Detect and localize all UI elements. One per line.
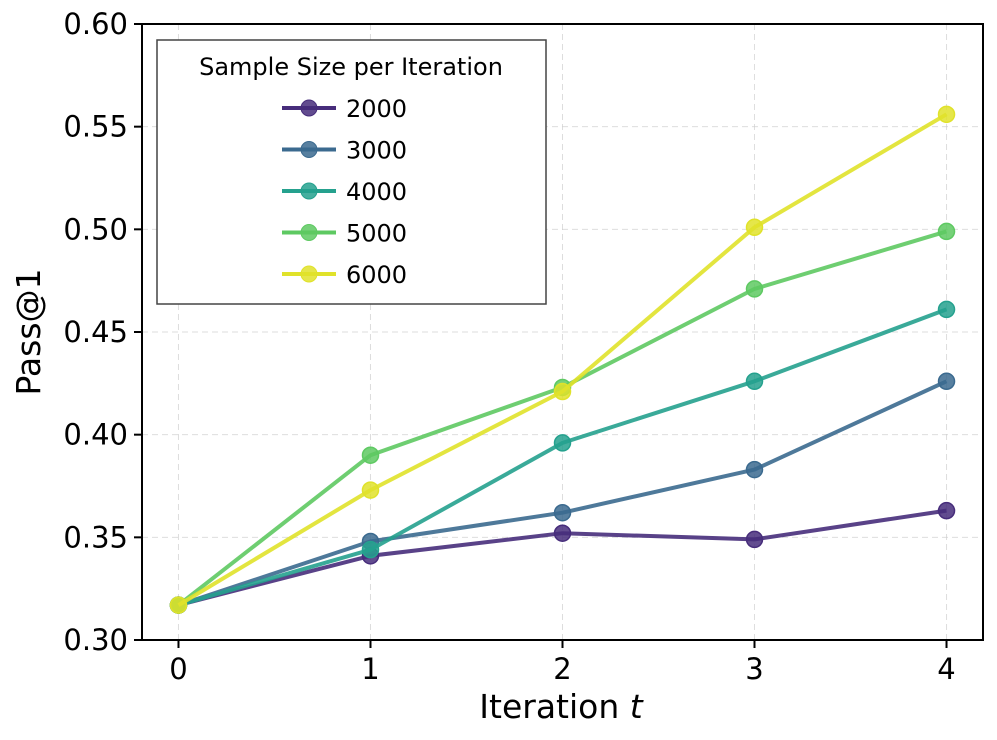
data-point: [169, 596, 188, 614]
x-tick-label: 4: [937, 652, 955, 686]
y-tick-label: 0.55: [63, 110, 128, 144]
y-tick-label: 0.30: [63, 623, 128, 657]
series-6000: [169, 105, 956, 614]
legend-title: Sample Size per Iteration: [199, 53, 503, 81]
x-tick-label: 3: [745, 652, 763, 686]
data-point: [553, 524, 572, 542]
legend-entry-6000: 6000: [282, 261, 407, 289]
legend-label: 6000: [346, 261, 407, 289]
legend-label: 5000: [346, 220, 407, 248]
y-tick-label: 0.60: [63, 7, 128, 41]
legend: Sample Size per Iteration 2000 3000 4000 50…: [156, 39, 547, 305]
y-tick-label: 0.45: [63, 315, 128, 349]
data-point: [745, 372, 764, 391]
x-tick-label: 0: [169, 652, 187, 686]
data-point: [361, 481, 380, 499]
data-point: [745, 460, 764, 479]
legend-entry-5000: 5000: [282, 220, 407, 248]
y-axis-ticks: 0.30 0.35 0.40 0.45 0.50 0.55 0.60: [63, 7, 142, 657]
data-point: [745, 280, 764, 298]
x-axis-ticks: 0 1 2 3 4: [169, 640, 956, 686]
legend-label: 2000: [346, 95, 407, 123]
legend-marker: [300, 265, 318, 283]
legend-label: 3000: [346, 137, 407, 165]
legend-entry-2000: 2000: [282, 95, 407, 123]
legend-entry-4000: 4000: [282, 178, 407, 206]
data-point: [937, 501, 956, 520]
data-point: [937, 372, 956, 391]
x-tick-label: 2: [553, 652, 571, 686]
data-point: [937, 300, 956, 319]
data-point: [937, 222, 956, 241]
legend-entry-3000: 3000: [282, 137, 407, 165]
x-tick-label: 1: [361, 652, 379, 686]
data-point: [745, 530, 764, 549]
y-tick-label: 0.50: [63, 212, 128, 246]
legend-box: [156, 39, 547, 305]
data-point: [745, 218, 764, 237]
legend-marker: [300, 141, 318, 158]
legend-marker: [300, 224, 318, 241]
data-point: [361, 540, 380, 559]
legend-marker: [300, 182, 318, 200]
series-group: [169, 105, 956, 614]
y-tick-label: 0.35: [63, 520, 128, 554]
data-point: [553, 382, 572, 401]
data-point: [361, 446, 380, 464]
legend-marker: [300, 99, 318, 117]
y-axis-label: Pass@1: [9, 268, 48, 395]
y-tick-label: 0.40: [63, 418, 128, 452]
data-point: [553, 503, 572, 522]
data-point: [553, 434, 572, 452]
data-point: [937, 105, 956, 124]
legend-entries: 2000 3000 4000 5000 6000: [282, 95, 407, 289]
x-axis-label: Iteration t: [479, 687, 643, 726]
legend-label: 4000: [346, 178, 407, 206]
